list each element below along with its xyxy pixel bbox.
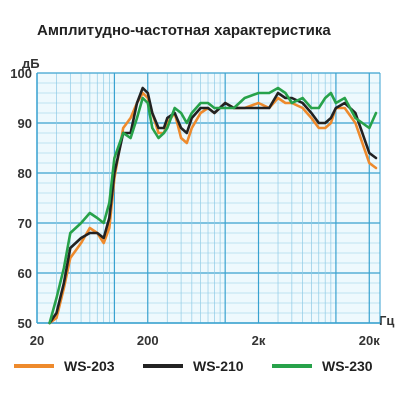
y-tick-label: 60 — [18, 266, 32, 281]
plot-background — [37, 73, 380, 323]
series-layer — [48, 86, 378, 325]
grid — [36, 72, 380, 324]
legend: WS-203 WS-210 WS-230 — [14, 358, 373, 374]
y-tick-label: 80 — [18, 166, 32, 181]
series-line-ws-230 — [48, 86, 378, 325]
x-tick-label: 20к — [359, 333, 380, 348]
x-tick-label: 200 — [137, 333, 159, 348]
tick-labels: 50 60 70 80 90 100 20 200 2к 20к — [10, 66, 380, 348]
y-tick-label: 100 — [10, 66, 32, 81]
y-tick-label: 90 — [18, 116, 32, 131]
x-tick-label: 20 — [30, 333, 44, 348]
chart-title: Амплитудно-частотная характеристика — [37, 22, 331, 39]
axes — [36, 72, 381, 324]
legend-label-ws-210: WS-210 — [193, 358, 244, 374]
series-line-ws-203 — [48, 91, 378, 325]
series-line-ws-210 — [48, 86, 378, 325]
y-tick-label: 50 — [18, 316, 32, 331]
x-tick-label: 2к — [252, 333, 266, 348]
legend-label-ws-203: WS-203 — [64, 358, 115, 374]
x-axis-unit: Гц — [379, 313, 394, 328]
y-axis-unit: дБ — [22, 56, 40, 71]
y-tick-label: 70 — [18, 216, 32, 231]
legend-label-ws-230: WS-230 — [322, 358, 373, 374]
